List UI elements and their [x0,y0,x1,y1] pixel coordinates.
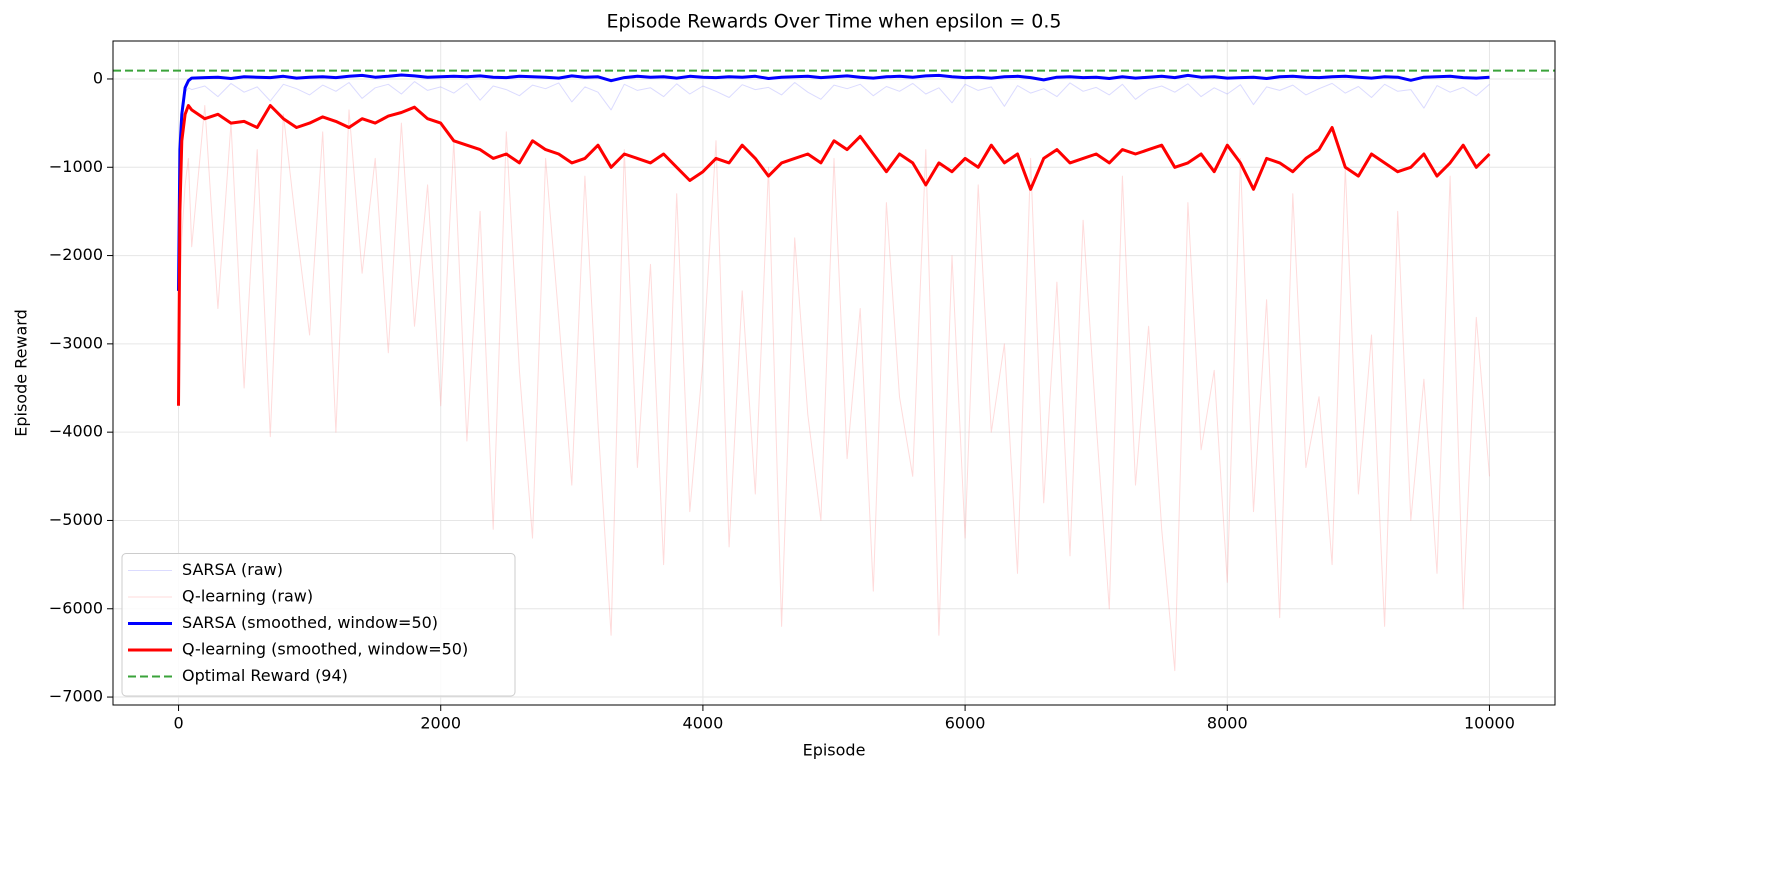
y-tick-label: −7000 [49,687,103,706]
y-tick-label: −5000 [49,510,103,529]
y-tick-label: −2000 [49,245,103,264]
plot-frame [112,40,1556,706]
legend-box [121,553,516,697]
x-tick-label: 4000 [683,714,724,733]
y-tick-label: 0 [93,68,103,87]
legend-label: Q-learning (smoothed, window=50) [182,640,468,659]
x-axis-label: Episode [803,741,866,760]
x-tick-label: 6000 [945,714,986,733]
x-tick-label: 8000 [1207,714,1248,733]
legend-label: SARSA (smoothed, window=50) [182,613,438,632]
x-tick-label: 0 [173,714,183,733]
legend-label: SARSA (raw) [182,560,283,579]
legend-label: Q-learning (raw) [182,587,313,606]
y-tick-label: −1000 [49,157,103,176]
y-tick-label: −3000 [49,333,103,352]
x-tick-label: 10000 [1464,714,1515,733]
y-tick-label: −4000 [49,422,103,441]
series-line [178,105,1490,672]
y-tick-label: −6000 [49,598,103,617]
series-line [177,104,1491,406]
chart-title: Episode Rewards Over Time when epsilon =… [606,11,1061,33]
y-axis-label: Episode Reward [12,309,31,437]
series-line [177,73,1490,291]
series-line [178,81,1490,212]
legend-label: Optimal Reward (94) [182,666,348,685]
x-tick-label: 2000 [420,714,461,733]
